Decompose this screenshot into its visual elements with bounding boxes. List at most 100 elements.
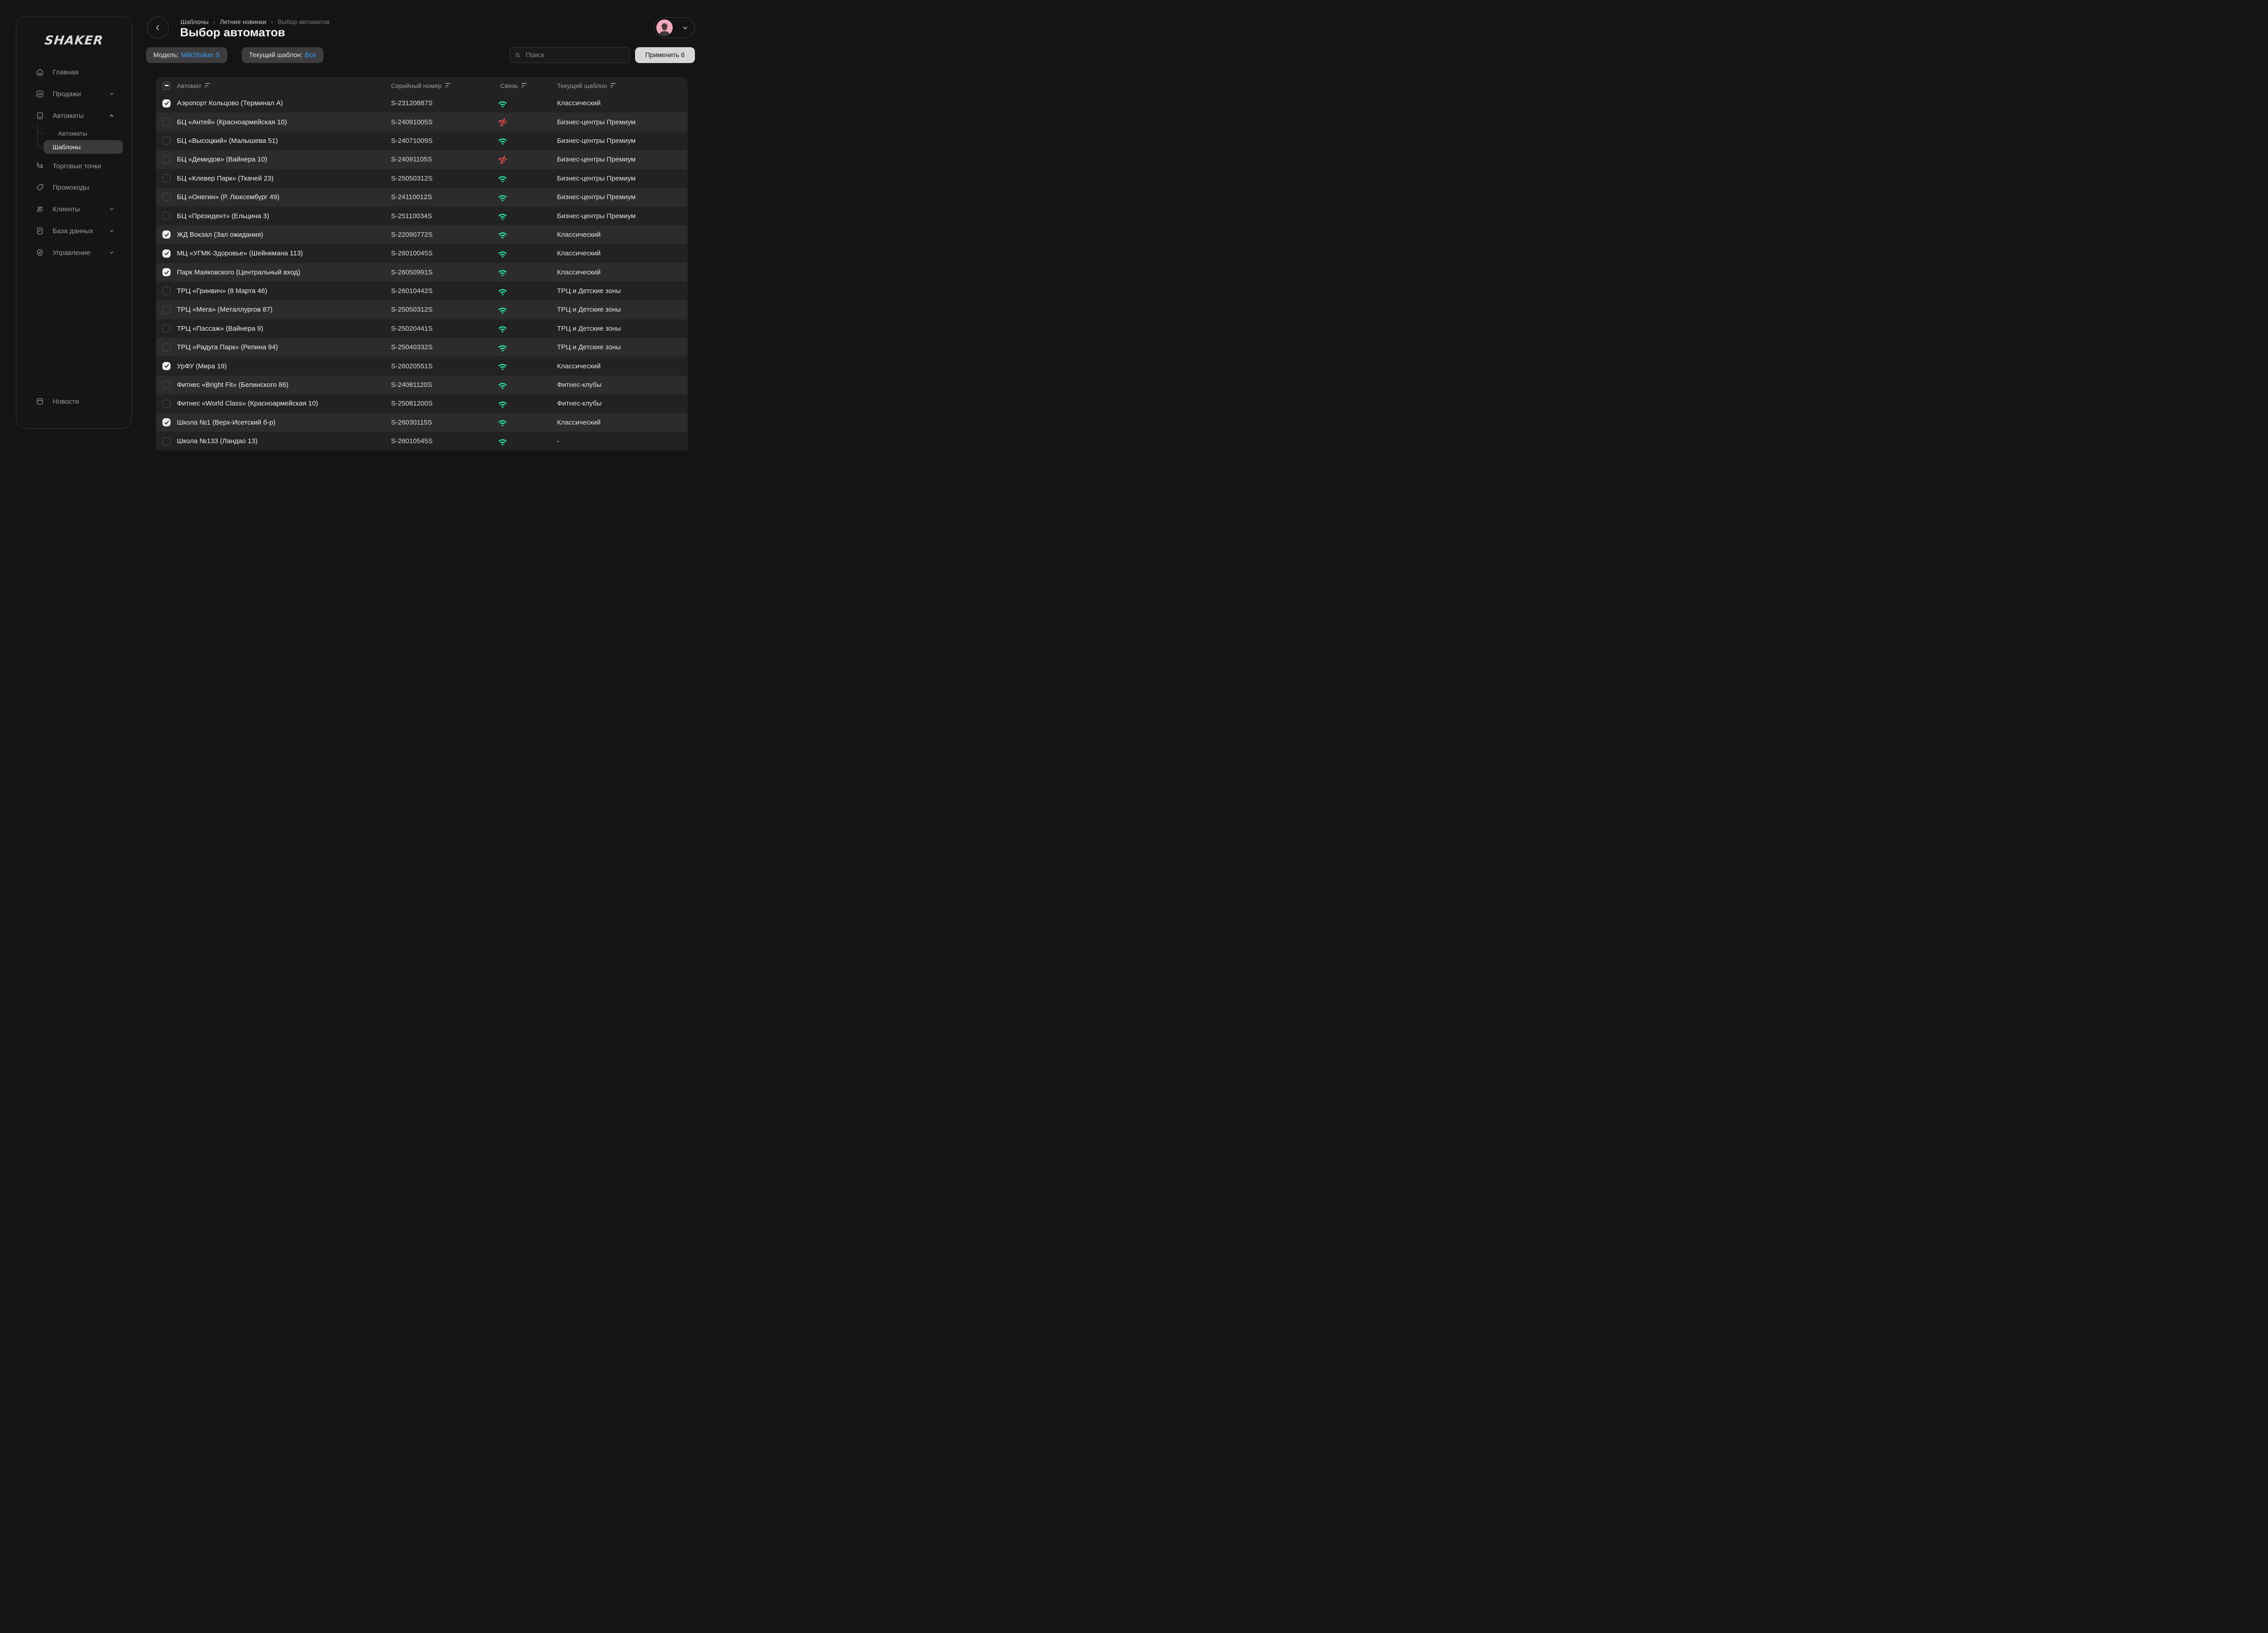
row-checkbox[interactable] — [162, 437, 171, 445]
sidebar-subitem-templates[interactable]: Шаблоны — [44, 140, 123, 154]
sidebar-item-promocodes[interactable]: Промокоды — [22, 176, 126, 198]
row-checkbox[interactable] — [162, 399, 171, 408]
row-checkbox[interactable] — [162, 230, 171, 239]
row-checkbox[interactable] — [162, 137, 171, 145]
table-row[interactable]: БЦ «Клевер Парк» (Ткачей 23) S-25050312S … — [156, 169, 688, 188]
wifi-online-icon — [498, 244, 508, 263]
filter-chip-template[interactable]: Текущий шаблон: Все — [242, 47, 324, 63]
sidebar-item-sales[interactable]: Продажи — [22, 83, 126, 105]
serial-number: S-24071009S — [391, 137, 433, 145]
breadcrumb-templates[interactable]: Шаблоны — [181, 18, 209, 25]
chevron-up-icon — [108, 112, 115, 119]
wifi-offline-icon — [498, 150, 508, 169]
template-name: Фитнес-клубы — [557, 381, 602, 389]
sidebar-subitem-machines[interactable]: Автоматы — [58, 130, 87, 137]
row-checkbox[interactable] — [162, 381, 171, 389]
column-header-connection[interactable]: Связь — [500, 77, 527, 94]
sidebar-item-points[interactable]: Торговые точки — [22, 155, 126, 177]
row-checkbox[interactable] — [162, 324, 171, 333]
search-icon — [515, 53, 520, 58]
column-header-serial[interactable]: Серийный номер — [391, 77, 450, 94]
sidebar-item-clients[interactable]: Клиенты — [22, 198, 126, 220]
serial-number: S-23120887S — [391, 99, 433, 108]
table-row[interactable]: ЖД Вокзал (Зал ожидания) S-22090772S Клас… — [156, 225, 688, 244]
table-row[interactable]: ТРЦ «Гринвич» (8 Марта 46) S-26010442S ТР… — [156, 281, 688, 301]
row-checkbox[interactable] — [162, 362, 171, 370]
promo-tag-icon — [35, 183, 44, 192]
sidebar-item-database[interactable]: База данных — [22, 220, 126, 242]
template-name: - — [557, 437, 559, 445]
row-checkbox[interactable] — [162, 418, 171, 427]
filter-chip-model[interactable]: Модель: MilkShaker S — [146, 47, 227, 63]
row-checkbox[interactable] — [162, 155, 171, 164]
user-menu[interactable] — [654, 17, 695, 38]
chip-label: Модель: — [153, 51, 179, 59]
apply-button[interactable]: Применить 6 — [635, 47, 695, 63]
machine-name: БЦ «Онегин» (Р. Люксембург 49) — [177, 193, 279, 201]
machine-name: Фитнес «Bright Fit» (Белинского 86) — [177, 381, 288, 389]
chevron-down-icon — [683, 26, 688, 29]
machine-name: Школа №133 (Ландао 13) — [177, 437, 258, 445]
table-row[interactable]: БЦ «Демидов» (Вайнера 10) S-24091105S Биз… — [156, 150, 688, 169]
table-row[interactable]: Фитнес «Bright Fit» (Белинского 86) S-240… — [156, 375, 688, 395]
sidebar-item-home[interactable]: Главная — [22, 61, 126, 83]
table-row[interactable]: ТРЦ «Пассаж» (Вайнера 9) S-25020441S ТРЦ … — [156, 319, 688, 338]
sidebar-subitem-label: Автоматы — [58, 130, 88, 137]
row-checkbox[interactable] — [162, 211, 171, 220]
table-row[interactable]: БЦ «Президент» (Ельцина 3) S-25110034S Би… — [156, 206, 688, 225]
table-row[interactable]: ТРЦ «Мега» (Металлургов 87) S-25050312S Т… — [156, 300, 688, 319]
table-row[interactable]: БЦ «Антей» (Красноармейская 10) S-2409100… — [156, 112, 688, 132]
template-name: Бизнес-центры Премиум — [557, 156, 636, 164]
sort-icon — [521, 83, 527, 88]
table-row[interactable]: УрФУ (Мира 19) S-26020551S Классический — [156, 357, 688, 376]
wifi-online-icon — [498, 282, 508, 300]
table-row[interactable]: Аэропорт Кольцово (Терминал А) S-23120887… — [156, 94, 688, 113]
table-row[interactable]: ТРЦ «Радуга Парк» (Репина 94) S-25040332S… — [156, 338, 688, 357]
column-header-machine[interactable]: Автомат — [177, 77, 210, 94]
wifi-online-icon — [498, 413, 508, 432]
breadcrumb-separator: › — [213, 18, 215, 25]
database-doc-icon — [35, 226, 44, 235]
template-name: ТРЦ и Детские зоны — [557, 287, 621, 295]
machine-name: ТРЦ «Радуга Парк» (Репина 94) — [177, 343, 278, 352]
template-name: Бизнес-центры Премиум — [557, 193, 636, 201]
wifi-online-icon — [498, 300, 508, 319]
wifi-offline-icon — [498, 112, 508, 131]
sidebar-item-news[interactable]: Новости — [22, 391, 126, 412]
serial-number: S-25050312S — [391, 174, 433, 182]
home-icon — [35, 68, 44, 77]
column-header-template[interactable]: Текущий шаблон — [557, 77, 616, 94]
table-row[interactable]: Фитнес «World Class» (Красноармейская 10… — [156, 394, 688, 413]
table-row[interactable]: Парк Маяковского (Центральный вход) S-260… — [156, 263, 688, 282]
table-row[interactable]: Школа №1 (Верх-Исетский б-р) S-26030115S … — [156, 413, 688, 432]
sidebar-item-machines[interactable]: Автоматы — [22, 105, 126, 127]
table-row[interactable]: БЦ «Высоцкий» (Малышева 51) S-24071009S Б… — [156, 131, 688, 151]
sidebar-item-label: Клиенты — [53, 205, 80, 213]
serial-number: S-25081200S — [391, 400, 433, 408]
row-checkbox[interactable] — [162, 249, 171, 258]
breadcrumb-summer-new[interactable]: Летние новинки — [220, 18, 267, 25]
machine-name: Аэропорт Кольцово (Терминал А) — [177, 99, 283, 108]
wifi-online-icon — [498, 432, 508, 450]
sidebar-item-management[interactable]: Управление — [22, 242, 126, 264]
row-checkbox[interactable] — [162, 174, 171, 183]
chip-value: Все — [305, 51, 317, 59]
machine-name: ТРЦ «Мега» (Металлургов 87) — [177, 306, 273, 314]
search-input[interactable] — [525, 51, 625, 59]
back-button[interactable] — [147, 17, 169, 39]
row-checkbox[interactable] — [162, 193, 171, 201]
sort-icon — [205, 83, 210, 88]
row-checkbox[interactable] — [162, 287, 171, 295]
table-row[interactable]: Школа №133 (Ландао 13) S-26010545S - — [156, 432, 688, 451]
row-checkbox[interactable] — [162, 305, 171, 314]
row-checkbox[interactable] — [162, 343, 171, 352]
row-checkbox[interactable] — [162, 268, 171, 277]
page-title: Выбор автоматов — [180, 25, 285, 39]
select-all-checkbox[interactable] — [162, 81, 171, 90]
table-body: Аэропорт Кольцово (Терминал А) S-23120887… — [156, 94, 688, 451]
table-row[interactable]: МЦ «УГМК-Здоровье» (Шейнкмана 113) S-2601… — [156, 244, 688, 263]
serial-number: S-24110012S — [391, 193, 432, 201]
row-checkbox[interactable] — [162, 117, 171, 126]
row-checkbox[interactable] — [162, 99, 171, 108]
table-row[interactable]: БЦ «Онегин» (Р. Люксембург 49) S-24110012… — [156, 187, 688, 207]
